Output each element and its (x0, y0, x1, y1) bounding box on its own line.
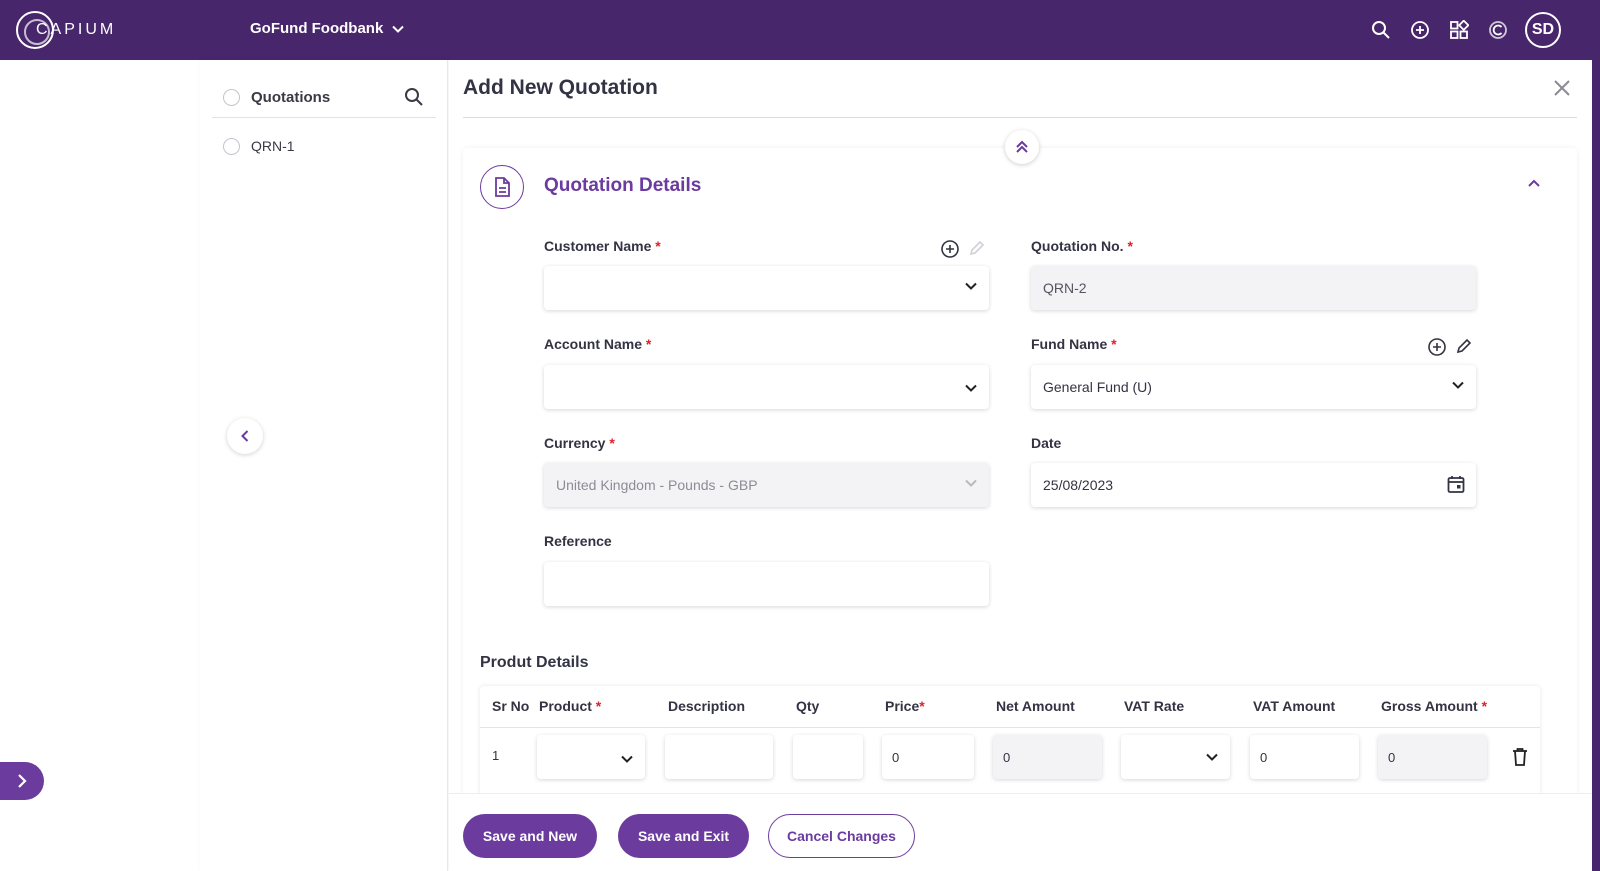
chevron-down-icon (1452, 381, 1464, 389)
organisation-switcher[interactable]: GoFund Foodbank (250, 20, 405, 37)
apps-grid-icon[interactable] (1439, 10, 1478, 50)
price-input[interactable]: 0 (882, 735, 974, 779)
list-item[interactable]: QRN-1 (212, 130, 436, 162)
delete-row-icon[interactable] (1511, 747, 1529, 772)
section-title: Quotation Details (544, 175, 702, 196)
calendar-icon[interactable] (1446, 474, 1466, 494)
chevron-down-icon (1206, 753, 1218, 761)
chevron-down-icon (392, 25, 405, 33)
quotation-no-field: QRN-2 (1031, 266, 1476, 310)
list-title: Quotations (251, 89, 331, 106)
gross-amount-field: 0 (1378, 735, 1487, 779)
capium-logo-icon (16, 11, 54, 49)
top-bar: CAPIUM GoFund Foodbank SD (0, 0, 1600, 60)
currency-select: United Kingdom - Pounds - GBP (544, 463, 989, 507)
cancel-changes-button[interactable]: Cancel Changes (768, 814, 915, 858)
qty-input[interactable] (793, 735, 863, 779)
user-avatar[interactable]: SD (1525, 12, 1561, 48)
sidebar-expand-button[interactable] (0, 762, 44, 800)
account-name-select[interactable] (544, 365, 989, 409)
capium-logo[interactable]: CAPIUM (16, 10, 116, 50)
edit-pencil-icon (968, 239, 986, 262)
organisation-name: GoFund Foodbank (250, 20, 384, 37)
form-footer: Save and New Save and Exit Cancel Change… (449, 793, 1592, 871)
account-name-label: Account Name * (544, 336, 652, 352)
search-icon[interactable] (404, 87, 424, 112)
column-header-net-amount: Net Amount (996, 698, 1075, 714)
fund-name-select[interactable]: General Fund (U) (1031, 365, 1476, 409)
vat-amount-input[interactable]: 0 (1250, 735, 1359, 779)
search-icon[interactable] (1361, 10, 1400, 50)
chevron-right-icon (18, 774, 27, 788)
column-header-sr-no: Sr No (492, 698, 530, 714)
capium-c-icon[interactable] (1478, 10, 1517, 50)
chevron-down-icon (965, 479, 977, 487)
customer-name-select[interactable] (544, 266, 989, 310)
column-header-gross-amount: Gross Amount * (1381, 698, 1488, 714)
fund-name-label: Fund Name * (1031, 336, 1117, 352)
customer-name-label: Customer Name * (544, 238, 661, 254)
add-circle-icon[interactable] (1427, 337, 1447, 362)
column-header-price: Price* (885, 698, 925, 714)
edit-pencil-icon[interactable] (1455, 337, 1473, 360)
double-chevron-up-icon (1016, 140, 1028, 153)
column-header-vat-rate: VAT Rate (1124, 698, 1185, 714)
chevron-up-icon[interactable] (1526, 176, 1542, 194)
column-header-description: Description (668, 698, 746, 714)
chevron-left-icon (241, 430, 249, 442)
list-header: Quotations (212, 78, 436, 118)
column-header-qty: Qty (796, 698, 820, 714)
table-header-divider (480, 727, 1540, 728)
chevron-down-icon (965, 384, 977, 392)
close-icon[interactable] (1552, 78, 1572, 103)
collapse-panel-button[interactable] (227, 418, 263, 454)
reference-input[interactable] (544, 562, 989, 606)
row-sr-no: 1 (492, 748, 500, 763)
date-value: 25/08/2023 (1043, 477, 1114, 493)
document-icon (480, 165, 524, 209)
save-and-new-button[interactable]: Save and New (463, 814, 597, 858)
quotation-details-card: Quotation Details Customer Name * Quotat… (463, 148, 1577, 798)
add-circle-icon[interactable] (940, 239, 960, 264)
page-title: Add New Quotation (463, 76, 658, 99)
save-and-exit-button[interactable]: Save and Exit (618, 814, 749, 858)
list-item-label: QRN-1 (251, 138, 295, 154)
select-all-checkbox[interactable] (223, 89, 240, 106)
quotation-no-label: Quotation No. * (1031, 238, 1133, 254)
scroll-to-top-button[interactable] (1005, 130, 1039, 164)
quotations-list-panel: Quotations QRN-1 (200, 60, 448, 871)
fund-name-value: General Fund (U) (1043, 379, 1152, 395)
date-label: Date (1031, 435, 1062, 451)
product-table: Sr No Product * Description Qty Price* N… (480, 686, 1540, 798)
quotation-form: Add New Quotation Quotation Details Cust… (449, 60, 1592, 871)
product-details-title: Produt Details (480, 654, 589, 671)
column-header-vat-amount: VAT Amount (1253, 698, 1336, 714)
list-item-checkbox[interactable] (223, 137, 240, 155)
right-edge-bar (1592, 0, 1600, 871)
logo-text: CAPIUM (36, 21, 117, 38)
quotation-no-value: QRN-2 (1043, 280, 1087, 296)
product-select[interactable] (537, 735, 645, 779)
description-input[interactable] (665, 735, 773, 779)
net-amount-field: 0 (993, 735, 1102, 779)
vat-rate-select[interactable] (1121, 735, 1230, 779)
reference-label: Reference (544, 533, 612, 549)
column-header-product: Product * (539, 698, 602, 714)
add-circle-icon[interactable] (1400, 10, 1439, 50)
title-divider (463, 117, 1577, 118)
currency-label: Currency * (544, 435, 615, 451)
date-field[interactable]: 25/08/2023 (1031, 463, 1476, 507)
chevron-down-icon (621, 755, 633, 763)
chevron-down-icon (965, 282, 977, 290)
currency-value: United Kingdom - Pounds - GBP (556, 477, 758, 493)
